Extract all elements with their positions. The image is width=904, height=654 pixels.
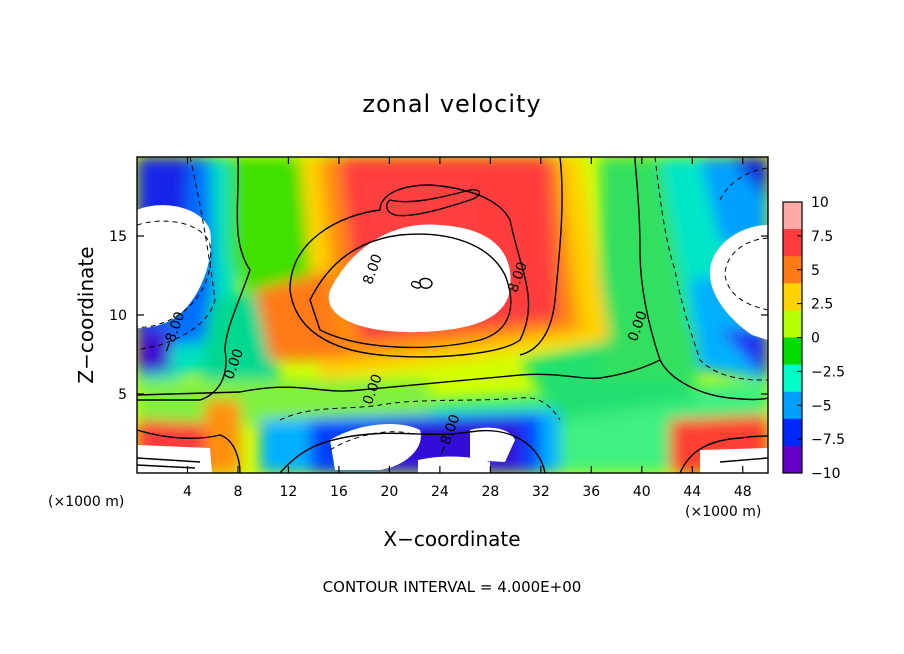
colorbar-tick-label: −10 [811, 466, 841, 482]
x-axis-label: X−coordinate [383, 527, 520, 551]
x-tick-label: 16 [330, 484, 348, 500]
colorbar-tick-label: 0 [811, 331, 820, 347]
x-tick-label: 24 [431, 484, 449, 500]
x-tick-label: 36 [582, 484, 600, 500]
x-unit-right: (×1000 m) [685, 504, 761, 520]
y-tick-label: 10 [109, 308, 127, 324]
colorbar-swatch [783, 337, 802, 366]
x-tick-label: 28 [481, 484, 499, 500]
colorbar-swatch [783, 202, 802, 230]
colorbar-tick-label: −5 [811, 398, 832, 414]
colorbar-tick-label: 10 [811, 195, 829, 211]
colorbar-swatch [783, 229, 802, 257]
x-tick-label: 4 [183, 484, 192, 500]
x-unit-left: (×1000 m) [48, 494, 124, 510]
y-tick-label: 15 [109, 229, 127, 245]
colorbar-swatch [783, 445, 802, 474]
colorbar-swatch [783, 364, 802, 393]
y-axis-ticks: 5 10 15 [109, 229, 768, 403]
x-axis-ticks: 4 8 12 16 20 24 28 32 36 40 44 48 [183, 157, 752, 500]
x-tick-label: 8 [233, 484, 242, 500]
contour-interval-note: CONTOUR INTERVAL = 4.000E+00 [323, 578, 582, 596]
colorbar-swatch [783, 391, 802, 420]
y-axis-label: Z−coordinate [74, 246, 98, 383]
y-tick-label: 5 [118, 387, 127, 403]
colorbar-tick-label: 7.5 [811, 229, 833, 245]
colorbar-swatch [783, 256, 802, 284]
colorbar-tick-label: 2.5 [811, 297, 833, 313]
x-tick-label: 20 [380, 484, 398, 500]
x-tick-label: 12 [280, 484, 298, 500]
x-tick-label: 40 [633, 484, 651, 500]
colorbar-swatch [783, 283, 802, 311]
heatmap-field [137, 157, 768, 473]
colorbar-tick-label: −2.5 [811, 364, 845, 380]
colorbar-tick-labels: 10 7.5 5 2.5 0 −2.5 −5 −7.5 −10 [797, 195, 845, 482]
colorbar-swatch [783, 418, 802, 447]
x-tick-label: 32 [532, 484, 550, 500]
colorbar-tick-label: 5 [811, 263, 820, 279]
colorbar-tick-label: −7.5 [811, 432, 845, 448]
x-tick-label: 44 [683, 484, 701, 500]
x-tick-label: 48 [734, 484, 752, 500]
colorbar-swatch [783, 310, 802, 338]
chart-title: zonal velocity [362, 90, 541, 118]
